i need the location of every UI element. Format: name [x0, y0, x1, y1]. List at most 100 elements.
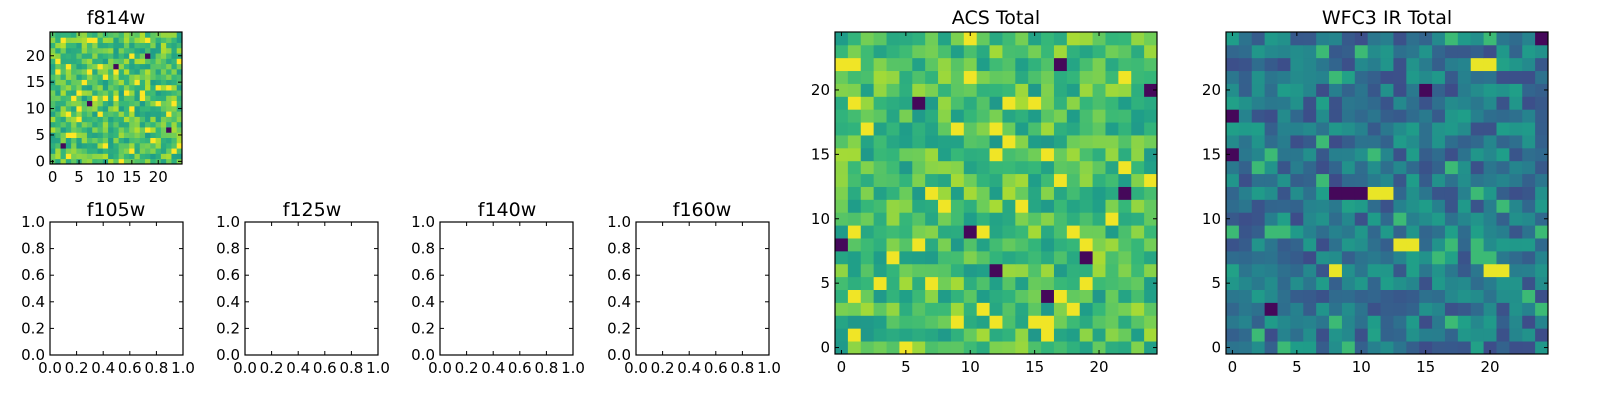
heatmap-cell	[139, 47, 146, 54]
heatmap-cell	[1144, 44, 1158, 59]
heatmap-cell	[1131, 57, 1145, 72]
heatmap-cell	[1131, 160, 1145, 175]
heatmap-cell	[134, 111, 141, 117]
heatmap-cell	[950, 83, 965, 97]
heatmap-cell	[1238, 186, 1253, 200]
heatmap-cell	[145, 47, 151, 54]
heatmap-cell	[1535, 302, 1549, 316]
heatmap-cell	[950, 276, 965, 290]
heatmap-cell	[160, 105, 167, 112]
heatmap-cell	[847, 122, 862, 136]
heatmap-cell	[71, 127, 77, 133]
heatmap-cell	[835, 276, 849, 290]
y-tick-label: 0	[1211, 339, 1221, 357]
x-tick-label: 0.0	[233, 359, 257, 377]
heatmap-cell	[1264, 122, 1278, 136]
heatmap-cell	[55, 142, 61, 149]
heatmap-cell	[938, 250, 952, 265]
heatmap-cell	[1432, 173, 1446, 187]
x-tick-label: 0.2	[260, 359, 284, 377]
heatmap-cell	[976, 173, 990, 187]
heatmap-cell	[1483, 186, 1497, 200]
heatmap-cell	[1251, 70, 1266, 84]
heatmap-cell	[1406, 276, 1420, 290]
heatmap-cell	[129, 105, 135, 112]
heatmap-cell	[1303, 341, 1317, 355]
heatmap-cell	[118, 132, 125, 138]
heatmap-cell	[1444, 302, 1459, 316]
heatmap-cell	[1290, 160, 1304, 175]
heatmap-cell	[938, 263, 952, 278]
heatmap-cell	[97, 137, 104, 144]
heatmap-cell	[55, 116, 61, 123]
heatmap-cell	[847, 109, 862, 123]
heatmap-cell	[1105, 199, 1119, 213]
heatmap-cell	[166, 74, 172, 80]
heatmap-cell	[134, 142, 141, 149]
heatmap-cell	[60, 79, 67, 86]
y-tick-label: 0.4	[216, 293, 240, 311]
heatmap-cell	[134, 58, 141, 65]
heatmap-cell	[171, 132, 178, 138]
heatmap-cell	[1329, 315, 1343, 329]
heatmap-cell	[1226, 225, 1240, 239]
heatmap-cell	[1053, 212, 1068, 226]
heatmap-cell	[1131, 328, 1145, 342]
heatmap-cell	[129, 63, 135, 70]
chart-title-acs-total: ACS Total	[952, 7, 1040, 29]
heatmap-cell	[1419, 173, 1433, 187]
heatmap-cell	[1144, 225, 1158, 239]
heatmap-cell	[847, 44, 862, 59]
heatmap-cell	[1432, 44, 1446, 59]
heatmap-cell	[989, 173, 1003, 187]
heatmap-cell	[113, 148, 120, 154]
heatmap-cell	[123, 132, 130, 138]
heatmap-cell	[1316, 289, 1330, 303]
heatmap-cell	[160, 68, 167, 75]
heatmap-cell	[1015, 160, 1029, 175]
heatmap-cell	[1118, 225, 1132, 239]
heatmap-cell	[1079, 225, 1093, 239]
heatmap-cell	[1329, 70, 1343, 84]
heatmap-cell	[1509, 212, 1523, 226]
heatmap-cell	[1053, 57, 1068, 72]
heatmap-cell	[108, 79, 114, 86]
heatmap-cell	[847, 57, 862, 72]
heatmap-cell	[1535, 212, 1549, 226]
heatmap-cell	[1066, 135, 1081, 149]
heatmap-cell	[1251, 122, 1266, 136]
heatmap-cell	[899, 186, 913, 200]
heatmap-cell	[886, 147, 900, 162]
heatmap-cell	[1367, 57, 1381, 72]
heatmap-cell	[1041, 57, 1055, 72]
heatmap-cell	[1303, 302, 1317, 316]
heatmap-cell	[1535, 70, 1549, 84]
heatmap-cell	[71, 32, 77, 38]
heatmap-cell	[97, 121, 104, 128]
heatmap-cell	[1509, 302, 1523, 316]
heatmap-cell	[102, 53, 109, 59]
heatmap-cell	[60, 111, 67, 117]
heatmap-cell	[1457, 289, 1472, 303]
heatmap-cell	[97, 79, 104, 86]
heatmap-cell	[938, 328, 952, 342]
heatmap-cell	[899, 83, 913, 97]
heatmap-cell	[1444, 173, 1459, 187]
y-tick-label: 0.8	[411, 240, 435, 258]
heatmap-cell	[1092, 315, 1106, 329]
heatmap-cell	[1238, 160, 1253, 175]
heatmap-cell	[976, 328, 990, 342]
heatmap-cell	[1509, 57, 1523, 72]
heatmap-cell	[123, 100, 130, 107]
heatmap-cell	[835, 83, 849, 97]
heatmap-cell	[55, 42, 61, 49]
heatmap-cell	[1522, 225, 1536, 239]
heatmap-cell	[1015, 57, 1029, 72]
heatmap-cell	[1144, 238, 1158, 252]
heatmap-cell	[145, 95, 151, 102]
heatmap-cell	[1341, 186, 1356, 200]
heatmap-cell	[60, 148, 67, 154]
heatmap-cell	[1522, 238, 1536, 252]
heatmap-cell	[925, 57, 939, 72]
heatmap-cell	[139, 74, 146, 80]
